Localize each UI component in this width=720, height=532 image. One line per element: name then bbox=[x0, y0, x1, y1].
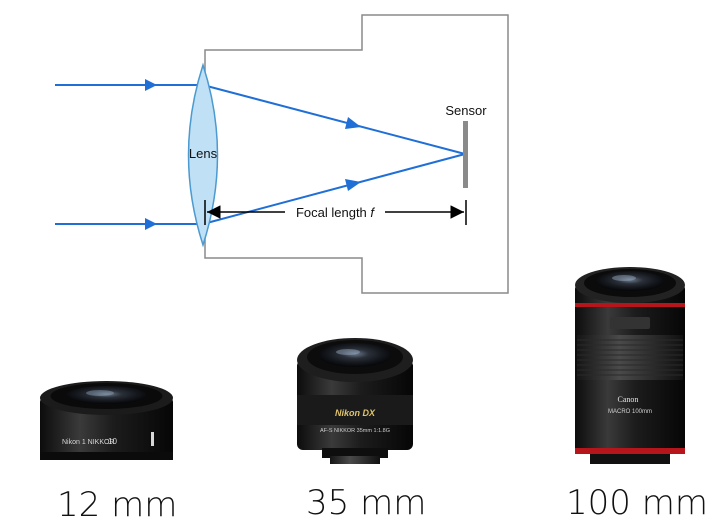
ray-arrow-top-out bbox=[345, 117, 361, 129]
lens-shape bbox=[187, 62, 219, 248]
lens-12mm-brand: Nikon 1 NIKKOR bbox=[62, 439, 115, 446]
ray-arrow-top-in bbox=[145, 79, 157, 91]
lens-35mm-model: AF-S NIKKOR 35mm 1:1.8G bbox=[320, 428, 390, 434]
ray-refracted-top bbox=[202, 84, 466, 155]
lens-photo-100mm: Canon MACRO 100mm bbox=[575, 267, 685, 464]
lens-photo-35mm: Nikon DX AF-S NIKKOR 35mm 1:1.8G bbox=[297, 338, 413, 464]
focal-length-label: Focal length f bbox=[296, 205, 375, 220]
sensor-bar bbox=[463, 121, 468, 188]
caption-12mm: 12 mm bbox=[57, 485, 178, 525]
lens-photo-12mm: Nikon 1 NIKKOR 10 bbox=[40, 381, 173, 460]
lens-12mm-focal: 10 bbox=[108, 437, 117, 446]
camera-body-outline bbox=[204, 14, 509, 294]
caption-100mm: 100 mm bbox=[566, 483, 708, 523]
sensor-label: Sensor bbox=[445, 103, 487, 118]
caption-35mm: 35 mm bbox=[306, 483, 427, 523]
ray-arrow-bottom-out bbox=[345, 179, 361, 191]
lens-100mm-model: MACRO 100mm bbox=[608, 409, 652, 415]
lens-35mm-brand: Nikon DX bbox=[335, 408, 376, 418]
focal-length-variable: f bbox=[370, 205, 375, 220]
lens-100mm-brand: Canon bbox=[618, 395, 639, 404]
ray-arrow-bottom-in bbox=[145, 218, 157, 230]
focal-length-text: Focal length bbox=[296, 205, 370, 220]
lens-label: Lens bbox=[189, 146, 218, 161]
